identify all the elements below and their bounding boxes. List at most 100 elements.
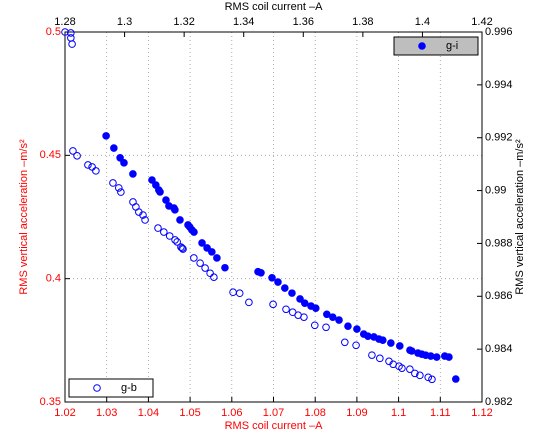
point [379,336,387,344]
point [323,310,331,319]
point [61,28,69,36]
point [141,216,149,224]
x-axis-label: RMS coil current –A [225,420,323,432]
point [341,338,349,347]
point [322,323,330,332]
point [281,284,289,292]
x-tick-label: 1.12 [471,407,492,419]
x-tick-label: 1.11 [430,407,451,419]
point [160,228,168,236]
x-tick-label: 1.09 [346,407,367,419]
point [335,316,343,324]
x-tick-label: 1.08 [304,407,325,419]
legend-label: g-b [121,382,137,394]
x2-tick-label: 1.34 [233,16,254,28]
x2-tick-label: 1.28 [54,16,75,28]
y2-tick-label: 0.992 [485,132,513,144]
point [148,176,156,184]
point [328,313,337,321]
y-tick-label: 0.45 [40,149,61,161]
y-tick-label: 0.5 [46,26,61,38]
point [190,228,198,236]
y-tick-label: 0.4 [46,273,61,285]
point [110,144,118,152]
y2-tick-label: 0.984 [485,343,513,355]
x-tick-label: 1.02 [54,407,75,419]
point [88,163,96,171]
point [300,299,309,307]
point [162,196,170,204]
x-tick-label: 1.05 [179,407,200,419]
point [428,375,436,384]
y2-axis-label: RMS vertical acceleration –m/s² [514,139,526,295]
point [395,342,404,350]
point [84,161,92,169]
point [300,313,308,321]
point [139,211,147,219]
point [311,304,320,312]
x2-tick-label: 1.36 [293,16,314,28]
y2-tick-label: 0.982 [485,396,513,408]
legend-box [68,378,154,398]
point [179,245,187,253]
point [117,188,125,196]
point [198,239,206,247]
point [288,289,296,297]
y2-tick-label: 0.988 [485,237,513,249]
point [201,264,209,272]
point [407,347,416,355]
x-tick-label: 1.1 [391,407,406,419]
point [221,263,229,272]
x2-tick-label: 1.42 [471,16,492,28]
x-tick-label: 1.03 [96,407,117,419]
point [203,244,211,252]
x2-tick-label: 1.3 [117,16,132,28]
y2-tick-label: 0.994 [485,79,513,91]
point [245,298,253,307]
point [296,295,304,303]
point [102,132,110,140]
point [274,278,282,286]
point [156,188,164,196]
point [376,354,384,363]
legend-box [393,36,479,56]
point [406,365,414,373]
point [451,375,460,383]
point [154,224,162,232]
point [213,254,221,262]
point [165,232,174,240]
point [424,373,433,382]
point [368,351,376,359]
point [196,259,204,267]
plot-frame [64,31,483,403]
point [116,154,124,162]
point [269,300,277,309]
point [177,243,185,251]
point [67,29,75,37]
point [73,152,81,160]
point [268,273,276,282]
point [68,40,76,48]
x2-tick-label: 1.32 [173,16,194,28]
legend-marker [418,42,426,50]
legend-marker [93,384,101,392]
point [178,244,186,252]
point [282,305,290,314]
legend-label: g-i [446,40,458,52]
point [352,341,360,350]
point [171,236,179,244]
point [171,206,179,214]
point [310,321,319,330]
point [129,170,137,178]
point [176,216,184,224]
point [120,159,128,167]
x-tick-label: 1.06 [221,407,242,419]
point [411,369,419,378]
point [114,184,123,192]
point [92,167,100,175]
point [353,325,361,333]
point [109,179,117,187]
point [432,353,441,361]
point [210,273,218,281]
